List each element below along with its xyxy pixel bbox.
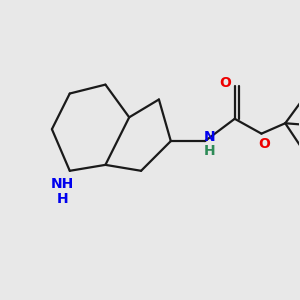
Text: H: H xyxy=(56,192,68,206)
Text: N: N xyxy=(204,130,215,144)
Text: H: H xyxy=(204,145,215,158)
Text: O: O xyxy=(259,137,270,151)
Text: NH: NH xyxy=(51,177,74,191)
Text: O: O xyxy=(219,76,231,90)
